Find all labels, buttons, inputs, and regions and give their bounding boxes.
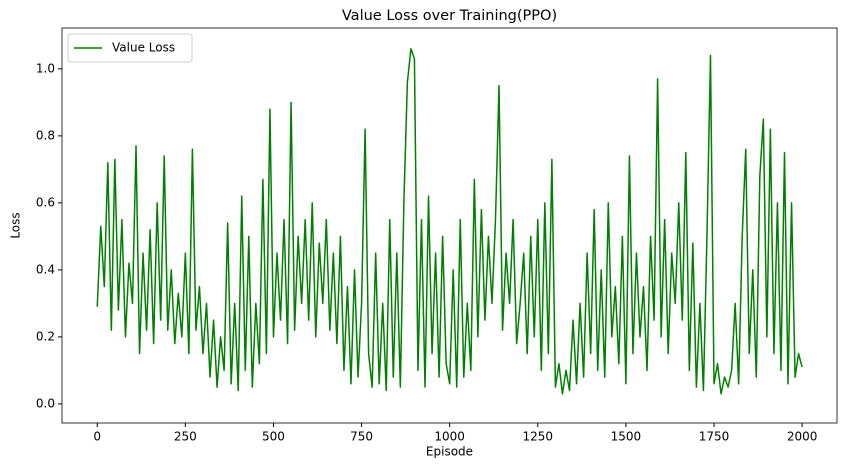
x-tick-label: 1500	[611, 430, 642, 444]
legend-label: Value Loss	[112, 41, 175, 55]
x-tick-label: 500	[262, 430, 285, 444]
y-tick-label: 0.4	[36, 262, 55, 276]
line-series	[96, 48, 803, 395]
x-axis-label: Episode	[426, 445, 473, 459]
x-tick-label: 1000	[434, 430, 465, 444]
x-tick-label: 1250	[523, 430, 554, 444]
legend-frame	[67, 33, 193, 63]
x-tick-label: 750	[350, 430, 373, 444]
chart-title: Value Loss over Training(PPO)	[342, 8, 557, 24]
x-tick-label: 0	[93, 430, 101, 444]
y-tick-label: 0.8	[36, 128, 55, 142]
x-tick-label: 250	[174, 430, 197, 444]
plot-frame	[61, 27, 838, 424]
x-tick-label: 1750	[699, 430, 730, 444]
y-tick-label: 0.6	[36, 195, 55, 209]
y-tick-label: 0.0	[36, 396, 55, 410]
y-tick-label: 0.2	[36, 329, 55, 343]
legend: Value Loss	[67, 33, 193, 63]
y-axis-label: Loss	[9, 212, 23, 238]
x-tick-label: 2000	[787, 430, 818, 444]
y-tick-label: 1.0	[36, 61, 55, 75]
